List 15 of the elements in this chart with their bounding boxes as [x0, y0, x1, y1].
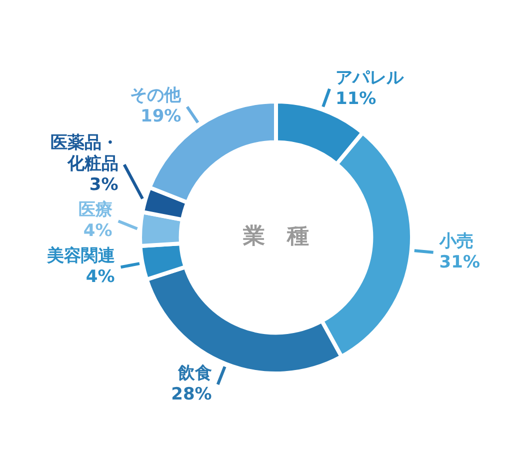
slice-label: 医薬品・化粧品 — [50, 133, 118, 174]
slice-label: 医療 — [78, 200, 112, 220]
slice-label: アパレル — [336, 68, 405, 88]
data-label: 4% — [86, 267, 115, 288]
data-label: 3% — [89, 175, 118, 196]
text: 業 種 — [242, 224, 309, 250]
slice-label: 小売 — [438, 231, 474, 252]
data-label: 31% — [439, 252, 480, 272]
data-label: 4% — [83, 221, 112, 242]
slice-label: その他 — [130, 86, 182, 106]
data-label: 19% — [140, 106, 182, 127]
data-label: 28% — [171, 384, 212, 404]
slice-label: 飲食 — [176, 363, 212, 384]
slice-label: 美容関連 — [46, 246, 115, 266]
data-label: 11% — [336, 88, 376, 109]
